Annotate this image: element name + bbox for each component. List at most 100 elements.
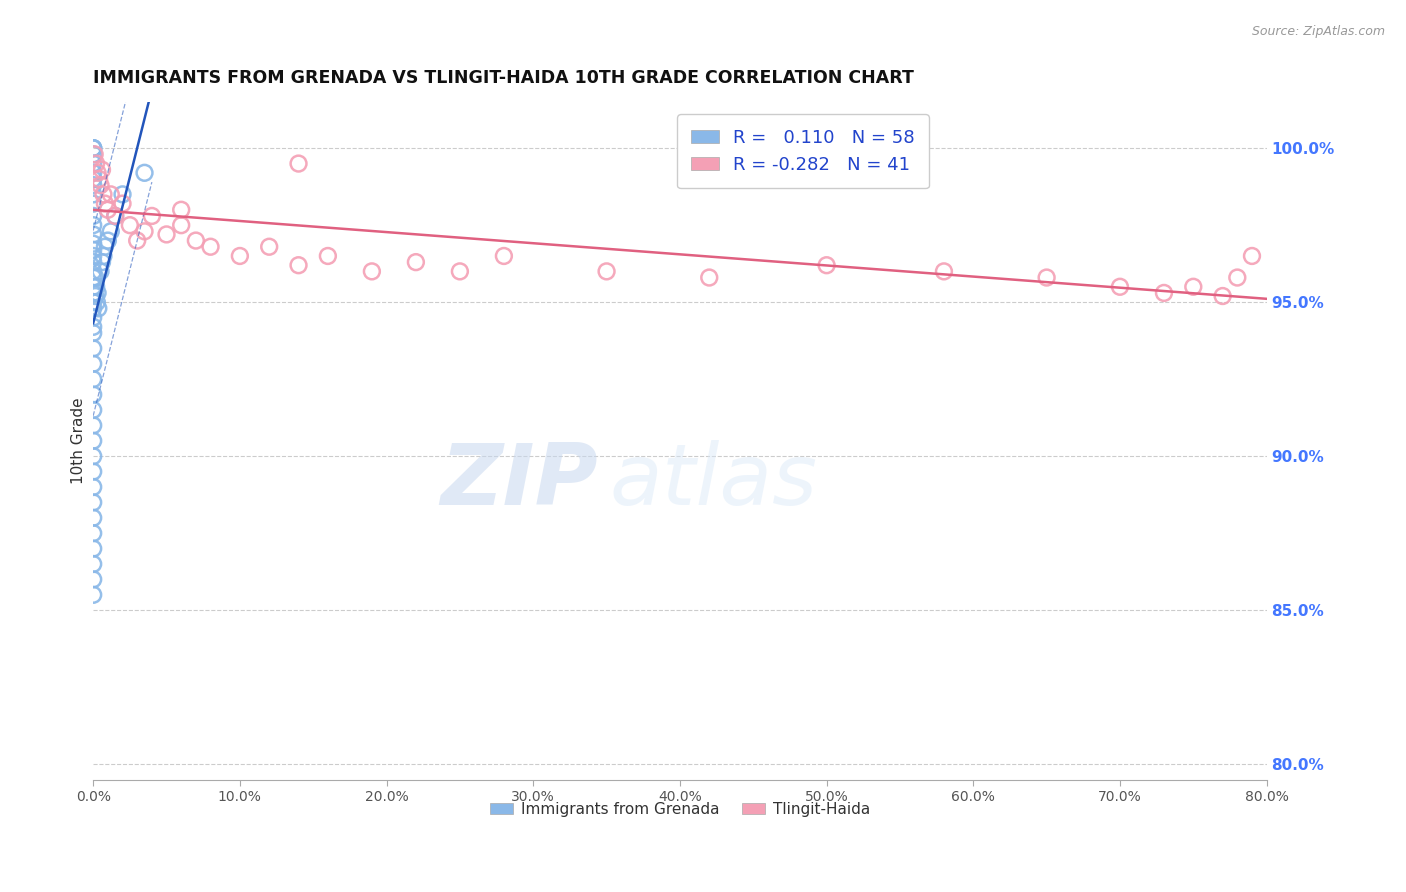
Point [86, 166, 108, 180]
Point [141, 209, 163, 223]
Text: ZIP: ZIP [440, 440, 598, 523]
Point [82, 209, 104, 223]
Point [93, 187, 115, 202]
Point [89, 178, 111, 193]
Point [94, 196, 117, 211]
Point [82, 178, 104, 193]
Point [111, 196, 134, 211]
Point [91, 255, 114, 269]
Point [94, 240, 117, 254]
Point [82, 480, 104, 494]
Point [82, 342, 104, 356]
Point [82, 147, 104, 161]
Legend: Immigrants from Grenada, Tlingit-Haida: Immigrants from Grenada, Tlingit-Haida [484, 796, 876, 822]
Point [82, 357, 104, 371]
Point [1109, 279, 1132, 293]
Text: IMMIGRANTS FROM GRENADA VS TLINGIT-HAIDA 10TH GRADE CORRELATION CHART: IMMIGRANTS FROM GRENADA VS TLINGIT-HAIDA… [93, 69, 914, 87]
Point [84, 289, 107, 303]
Point [1240, 249, 1263, 263]
Point [82, 236, 104, 251]
Point [82, 541, 104, 556]
Point [287, 258, 309, 272]
Point [360, 264, 382, 278]
Point [82, 141, 104, 155]
Point [82, 279, 104, 293]
Point [83, 147, 105, 161]
Point [1212, 289, 1234, 303]
Point [82, 156, 104, 170]
Point [100, 224, 122, 238]
Point [82, 172, 104, 186]
Point [82, 495, 104, 509]
Y-axis label: 10th Grade: 10th Grade [72, 398, 86, 484]
Point [316, 249, 339, 263]
Point [82, 255, 104, 269]
Point [82, 418, 104, 433]
Point [82, 264, 104, 278]
Point [82, 196, 104, 211]
Point [82, 249, 104, 263]
Point [932, 264, 955, 278]
Point [84, 279, 107, 293]
Point [89, 264, 111, 278]
Point [184, 234, 207, 248]
Point [595, 264, 617, 278]
Point [155, 227, 177, 242]
Point [1153, 285, 1175, 300]
Point [82, 526, 104, 541]
Point [170, 218, 193, 232]
Point [1226, 270, 1249, 285]
Point [257, 240, 280, 254]
Text: atlas: atlas [610, 440, 817, 523]
Point [1182, 279, 1205, 293]
Point [82, 449, 104, 463]
Point [82, 434, 104, 448]
Point [86, 285, 108, 300]
Point [82, 403, 104, 417]
Point [82, 270, 104, 285]
Point [82, 141, 104, 155]
Point [492, 249, 515, 263]
Point [170, 202, 193, 217]
Point [815, 258, 838, 272]
Point [405, 255, 427, 269]
Point [97, 234, 120, 248]
Point [118, 218, 141, 232]
Point [82, 243, 104, 257]
Point [82, 319, 104, 334]
Point [82, 227, 104, 242]
Point [287, 156, 309, 170]
Point [82, 557, 104, 571]
Point [84, 270, 107, 285]
Point [82, 310, 104, 325]
Point [93, 249, 115, 263]
Point [82, 588, 104, 602]
Point [82, 285, 104, 300]
Point [82, 387, 104, 401]
Point [104, 209, 127, 223]
Point [82, 141, 104, 155]
Point [84, 156, 107, 170]
Point [229, 249, 252, 263]
Point [82, 326, 104, 340]
Point [82, 295, 104, 310]
Point [82, 372, 104, 386]
Point [1035, 270, 1057, 285]
Point [86, 295, 108, 310]
Point [82, 166, 104, 180]
Point [97, 202, 120, 217]
Point [104, 209, 127, 223]
Point [449, 264, 471, 278]
Point [87, 301, 110, 316]
Point [82, 218, 104, 232]
Point [82, 187, 104, 202]
Point [87, 172, 110, 186]
Point [82, 510, 104, 524]
Point [82, 573, 104, 587]
Point [100, 187, 122, 202]
Point [111, 187, 134, 202]
Point [134, 224, 156, 238]
Point [697, 270, 720, 285]
Point [82, 465, 104, 479]
Text: Source: ZipAtlas.com: Source: ZipAtlas.com [1251, 25, 1385, 38]
